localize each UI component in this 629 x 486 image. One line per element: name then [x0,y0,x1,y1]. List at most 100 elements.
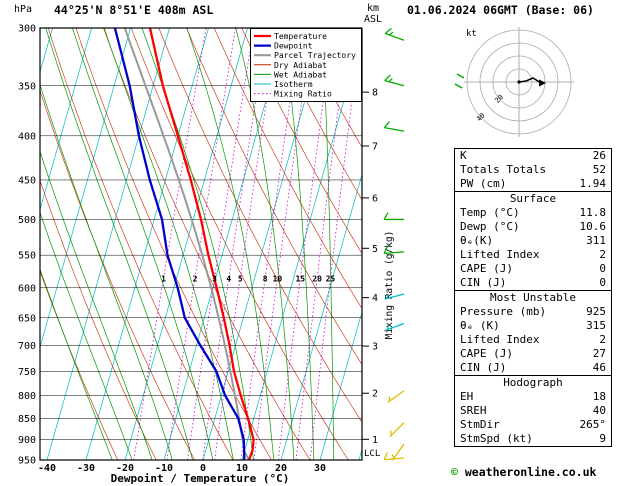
pressure-tick-labels: 300 350 400 450 500 550 600 650 700 750 800 850 900 9… [18,24,36,467]
svg-text:4: 4 [226,274,231,283]
svg-text:950: 950 [18,456,36,467]
table-value: 11.8 [579,206,607,219]
parcel-curve [123,28,250,460]
table-label: CAPE (J) [460,347,513,360]
table-label: θₑ(K) [460,234,494,247]
svg-text:30: 30 [314,463,326,474]
svg-text:3: 3 [372,342,378,353]
table-value: 9 [599,432,606,445]
table-label: CIN (J) [460,276,507,289]
table-label: Lifted Index [460,333,540,346]
svg-text:10: 10 [236,463,248,474]
svg-text:5: 5 [372,244,378,255]
svg-text:7: 7 [372,141,378,152]
table-value: 0 [599,262,606,275]
svg-text:600: 600 [18,283,36,294]
svg-text:20: 20 [312,274,322,283]
table-value: 2 [599,333,606,346]
svg-text:1: 1 [372,435,378,446]
datetime-label: 01.06.2024 06GMT (Base: 06) [407,3,594,17]
copyright: © weatheronline.co.uk [451,465,596,479]
svg-text:20: 20 [493,93,505,105]
table-value: 18 [592,390,606,403]
table-value: 40 [592,404,606,417]
table-value: 52 [592,163,606,176]
table-row: Dewp (°C) 10.6 [455,220,611,234]
table-row: CIN (J) 46 [455,361,611,375]
table-label: CAPE (J) [460,262,513,275]
table-label: Lifted Index [460,248,540,261]
table-row: CIN (J) 0 [455,276,611,290]
table-label: StmSpd (kt) [460,432,533,445]
table-label: θₑ (K) [460,319,500,332]
svg-text:2: 2 [372,389,378,400]
svg-text:550: 550 [18,251,36,262]
table-row: SREH 40 [455,404,611,418]
table-section-header: Most Unstable [455,290,611,305]
svg-text:850: 850 [18,414,36,425]
table-value: 27 [592,347,606,360]
table-row: CAPE (J) 0 [455,262,611,276]
table-row: StmDir 265° [455,418,611,432]
svg-text:800: 800 [18,391,36,402]
svg-text:-10: -10 [155,463,173,474]
pressure-unit-label: hPa [14,4,32,15]
table-label: SREH [460,404,487,417]
table-value: 925 [586,305,606,318]
svg-text:500: 500 [18,215,36,226]
svg-text:40: 40 [475,112,487,124]
metrics-table: K 26 Totals Totals 52 PW (cm) 1.94 Surface Temp… [454,148,612,447]
svg-text:20: 20 [275,463,287,474]
km-tick-labels: 8 7 6 5 4 3 2 1 [362,88,378,446]
wind-barbs [383,27,405,461]
table-label: Dewp (°C) [460,220,520,233]
table-row: Temp (°C) 11.8 [455,206,611,220]
table-row: Lifted Index 2 [455,248,611,262]
table-label: StmDir [460,418,500,431]
svg-text:Parcel Trajectory: Parcel Trajectory [274,51,356,60]
table-value: 265° [579,418,607,431]
table-value: 0 [599,276,606,289]
svg-text:25: 25 [326,274,336,283]
table-label: PW (cm) [460,177,507,190]
svg-text:6: 6 [372,193,378,204]
svg-text:Mixing Ratio: Mixing Ratio [274,90,332,99]
svg-text:Dry Adiabat: Dry Adiabat [274,61,327,70]
table-row: θₑ (K) 315 [455,319,611,333]
station-title: 44°25'N 8°51'E 408m ASL [54,3,213,17]
copyright-symbol: © [451,465,458,479]
mixing-ratio-grid [133,28,362,460]
table-section-header: Hodograph [455,375,611,390]
svg-text:750: 750 [18,367,36,378]
table-value: 1.94 [579,177,607,190]
table-row: Totals Totals 52 [455,163,611,177]
temperature-curve [148,28,255,460]
table-value: 26 [592,149,606,162]
table-row: PW (cm) 1.94 [455,177,611,191]
svg-text:450: 450 [18,175,36,186]
asl-unit-label: ASL [364,14,382,25]
table-value: 311 [586,234,606,247]
svg-text:Wet Adiabat: Wet Adiabat [274,70,327,79]
table-row: Lifted Index 2 [455,333,611,347]
svg-text:-40: -40 [38,463,56,474]
svg-text:700: 700 [18,341,36,352]
dewpoint-curve [113,28,246,460]
wet-adiabat-grid [40,28,335,460]
table-label: Totals Totals [460,163,547,176]
svg-text:Temperature: Temperature [274,32,327,41]
table-row: K 26 [455,149,611,163]
svg-text:300: 300 [18,24,36,35]
copyright-text: weatheronline.co.uk [464,465,597,479]
plot-frame [39,27,363,461]
svg-text:Dewpoint: Dewpoint [274,42,313,51]
table-section-header: Surface [455,191,611,206]
table-row: CAPE (J) 27 [455,347,611,361]
lcl-label: LCL [364,449,380,459]
svg-text:2: 2 [193,274,198,283]
table-row: StmSpd (kt) 9 [455,432,611,446]
svg-text:3: 3 [212,274,217,283]
table-label: K [460,149,467,162]
